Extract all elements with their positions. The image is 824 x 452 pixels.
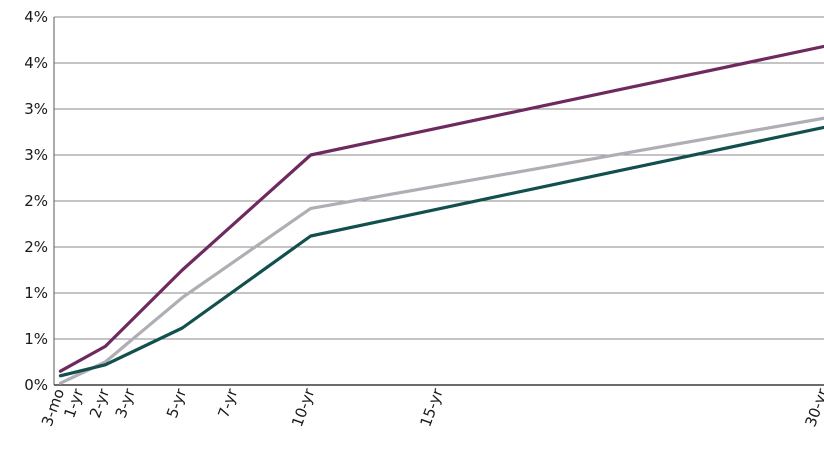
x-tick-label: 2-yr	[86, 385, 113, 420]
x-tick-label: 7-yr	[214, 385, 241, 420]
x-axis-ticks: 3-mo1-yr2-yr3-yr 5-yr 7-yr 10-yr 15-yr 30-yr	[38, 385, 824, 429]
series-line-3	[58, 125, 824, 378]
y-tick-label: 3%	[24, 146, 48, 164]
y-tick-label: 4%	[24, 54, 48, 72]
y-tick-label: 0%	[24, 376, 48, 394]
y-tick-label: 4%	[24, 8, 48, 26]
grid-lines	[54, 16, 824, 340]
x-tick-label: 1-yr	[60, 385, 87, 420]
x-tick-label: 15-yr	[416, 385, 447, 429]
series-line-2	[58, 116, 824, 385]
y-tick-label: 2%	[24, 192, 48, 210]
x-tick-label: 30-yr	[801, 385, 824, 429]
y-tick-label: 1%	[24, 284, 48, 302]
y-axis-ticks: 0% 1% 1% 2% 2% 3% 3% 4% 4%	[24, 8, 48, 394]
series-lines	[58, 44, 824, 385]
x-tick-label: 5-yr	[163, 385, 190, 420]
x-tick-label: 3-yr	[112, 385, 139, 420]
series-line-1	[58, 44, 824, 373]
y-tick-label: 2%	[24, 238, 48, 256]
x-tick-label: 10-yr	[288, 385, 319, 429]
y-tick-label: 1%	[24, 330, 48, 348]
y-tick-label: 3%	[24, 100, 48, 118]
